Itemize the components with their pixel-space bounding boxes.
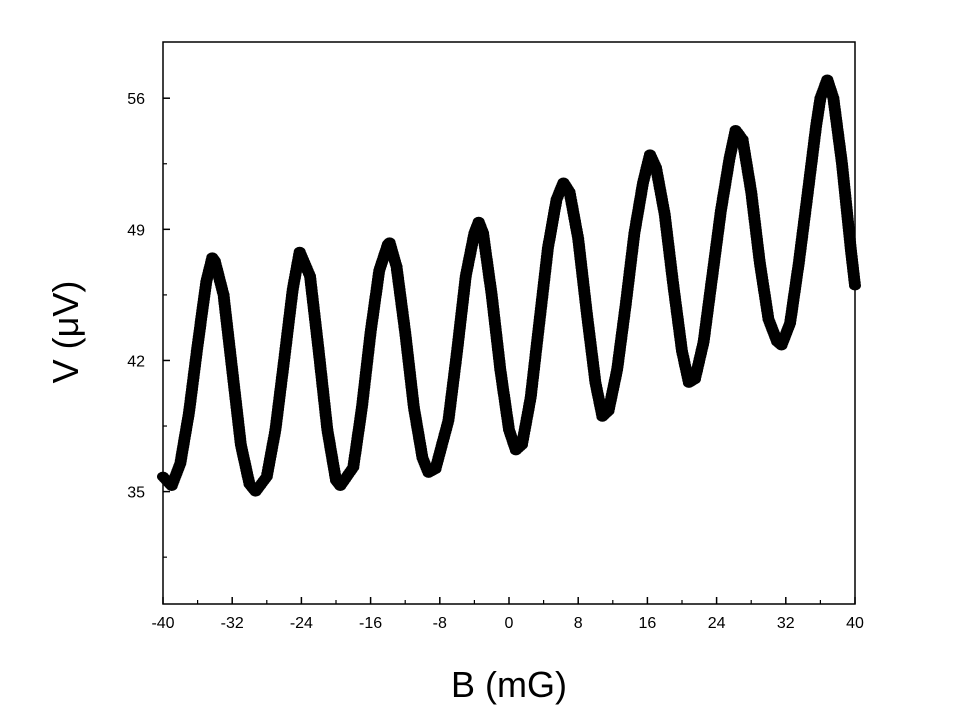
- x-tick-label: -32: [221, 615, 244, 632]
- x-tick-label: -8: [433, 615, 447, 632]
- x-tick-label: -40: [151, 615, 174, 632]
- x-axis-title: B (mG): [451, 664, 567, 705]
- y-tick-label: 56: [127, 91, 145, 108]
- x-tick-label: -24: [290, 615, 313, 632]
- x-tick-label: 40: [846, 615, 864, 632]
- y-tick-label: 42: [127, 353, 145, 370]
- x-tick-label: 8: [574, 615, 583, 632]
- x-tick-label: 16: [639, 615, 657, 632]
- y-axis: 35 42 49 56: [127, 91, 170, 558]
- x-tick-label: -16: [359, 615, 382, 632]
- y-tick-label: 35: [127, 485, 145, 502]
- plot-frame: [162, 41, 856, 605]
- y-axis-title: V (μV): [45, 281, 86, 384]
- x-tick-label: 32: [777, 615, 795, 632]
- x-tick-label: 24: [708, 615, 726, 632]
- data-points: [157, 74, 861, 497]
- y-tick-label: 49: [127, 222, 145, 239]
- x-tick-label: 0: [505, 615, 514, 632]
- x-axis: -40 -32 -24 -16 -8 0 8 16 24 32 40: [151, 597, 864, 632]
- data-point: [849, 280, 861, 291]
